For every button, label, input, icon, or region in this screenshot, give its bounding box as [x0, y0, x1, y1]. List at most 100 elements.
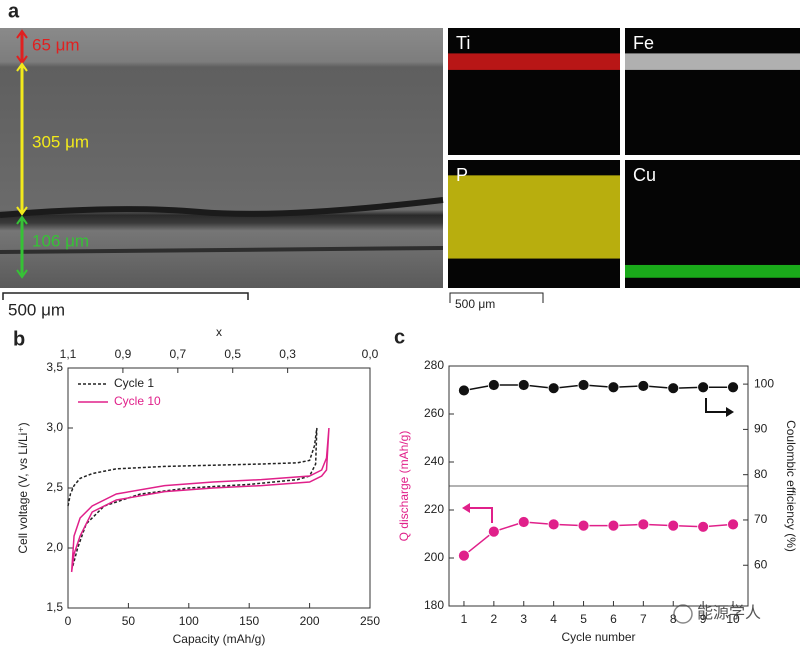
x-tick-label: 50: [122, 614, 136, 628]
element-map: [625, 28, 800, 155]
point: [487, 525, 500, 538]
element-band: [448, 175, 620, 259]
y2-tick-label: 60: [754, 557, 768, 571]
x-tick-label: 7: [640, 612, 647, 626]
arrow-head: [462, 503, 470, 513]
y-tick-label: 220: [424, 502, 444, 516]
element-label: Ti: [456, 33, 470, 53]
panel-label: c: [394, 326, 405, 348]
y-tick-label: 2,0: [46, 540, 63, 554]
x-tick-label: 9: [700, 612, 707, 626]
legend-label: Cycle 10: [114, 394, 161, 408]
x-tick-label: 0: [65, 614, 72, 628]
element-label: Fe: [633, 33, 654, 53]
watermark: 能源学人: [697, 604, 761, 622]
point: [517, 516, 530, 528]
scale-label: 500 μm: [8, 300, 65, 319]
x-axis-label: Capacity (mAh/g): [173, 632, 266, 646]
point: [727, 518, 739, 531]
x-tick-label: 1: [461, 612, 468, 626]
y2-tick-label: 100: [754, 376, 774, 390]
x-tick-label: 2: [491, 612, 498, 626]
x2-tick-label: 0,0: [362, 347, 379, 361]
y-tick-label: 3,5: [46, 360, 63, 374]
y-tick-label: 240: [424, 454, 444, 468]
thickness-label: 65 μm: [32, 35, 80, 54]
panel-label: b: [13, 328, 25, 350]
point: [607, 381, 620, 394]
x-tick-label: 250: [360, 614, 380, 628]
element-map: [448, 28, 620, 155]
element-label: Cu: [633, 165, 656, 185]
y2-tick-label: 80: [754, 467, 768, 481]
y-tick-label: 1,5: [46, 600, 63, 614]
x-tick-label: 3: [520, 612, 527, 626]
y-tick-label: 280: [424, 358, 444, 372]
y-tick-label: 2,5: [46, 480, 63, 494]
element-label: P: [456, 165, 468, 185]
x-tick-label: 5: [580, 612, 587, 626]
element-band: [448, 53, 620, 70]
y-tick-label: 180: [424, 598, 444, 612]
element-band: [625, 53, 800, 70]
sem-feature: [0, 246, 444, 254]
thickness-label: 305 μm: [32, 132, 89, 151]
point: [667, 382, 680, 395]
point: [607, 519, 620, 532]
arrow-head: [16, 215, 28, 279]
y2-axis-label: Coulombic efficiency (%): [784, 420, 798, 552]
point: [637, 518, 650, 531]
x2-tick-label: 0,7: [169, 347, 186, 361]
x-tick-label: 200: [300, 614, 320, 628]
y-axis-label: Q discharge (mAh/g): [397, 431, 411, 542]
plot-frame: [448, 365, 749, 607]
x-tick-label: 6: [610, 612, 617, 626]
point: [637, 380, 650, 392]
scale-bar: [449, 292, 544, 303]
x-tick-label: 150: [239, 614, 259, 628]
y-axis-label: Cell voltage (V, vs Li/Li⁺): [16, 422, 30, 553]
point: [547, 518, 560, 531]
x-tick-label: 4: [550, 612, 557, 626]
axis-arrow: [465, 507, 493, 523]
thickness-label: 106 μm: [32, 231, 89, 250]
watermark-icon: [673, 604, 693, 624]
series-line: [463, 384, 734, 392]
point: [517, 379, 530, 391]
x2-tick-label: 0,9: [115, 347, 132, 361]
y-tick-label: 260: [424, 406, 444, 420]
sem-image: [0, 28, 443, 288]
axis-arrow: [705, 398, 730, 413]
x2-axis-label: x: [216, 325, 222, 339]
point: [697, 520, 710, 533]
point: [577, 379, 590, 391]
x2-tick-label: 1,1: [60, 347, 77, 361]
point: [487, 379, 500, 391]
point: [697, 381, 710, 394]
x2-tick-label: 0,3: [279, 347, 296, 361]
arrow-head: [16, 62, 28, 216]
sem-feature: [0, 197, 444, 218]
x2-tick-label: 0,5: [224, 347, 241, 361]
point: [458, 549, 470, 562]
series-line: [70, 427, 330, 573]
point: [458, 384, 470, 397]
point: [577, 519, 590, 532]
panel-label: a: [8, 0, 20, 22]
x-tick-label: 8: [670, 612, 677, 626]
element-band: [625, 264, 800, 278]
legend-label: Cycle 1: [114, 376, 154, 390]
point: [547, 382, 560, 395]
x-axis-label: Cycle number: [561, 630, 635, 644]
scale-label: 500 μm: [455, 297, 495, 311]
y-tick-label: 3,0: [46, 420, 63, 434]
series-line: [463, 521, 734, 557]
x-tick-label: 10: [726, 612, 740, 626]
y2-tick-label: 70: [754, 512, 768, 526]
arrow-head: [726, 407, 734, 417]
scale-bar: [2, 292, 249, 300]
y-tick-label: 200: [424, 550, 444, 564]
series-line: [67, 427, 318, 567]
point: [667, 519, 680, 532]
